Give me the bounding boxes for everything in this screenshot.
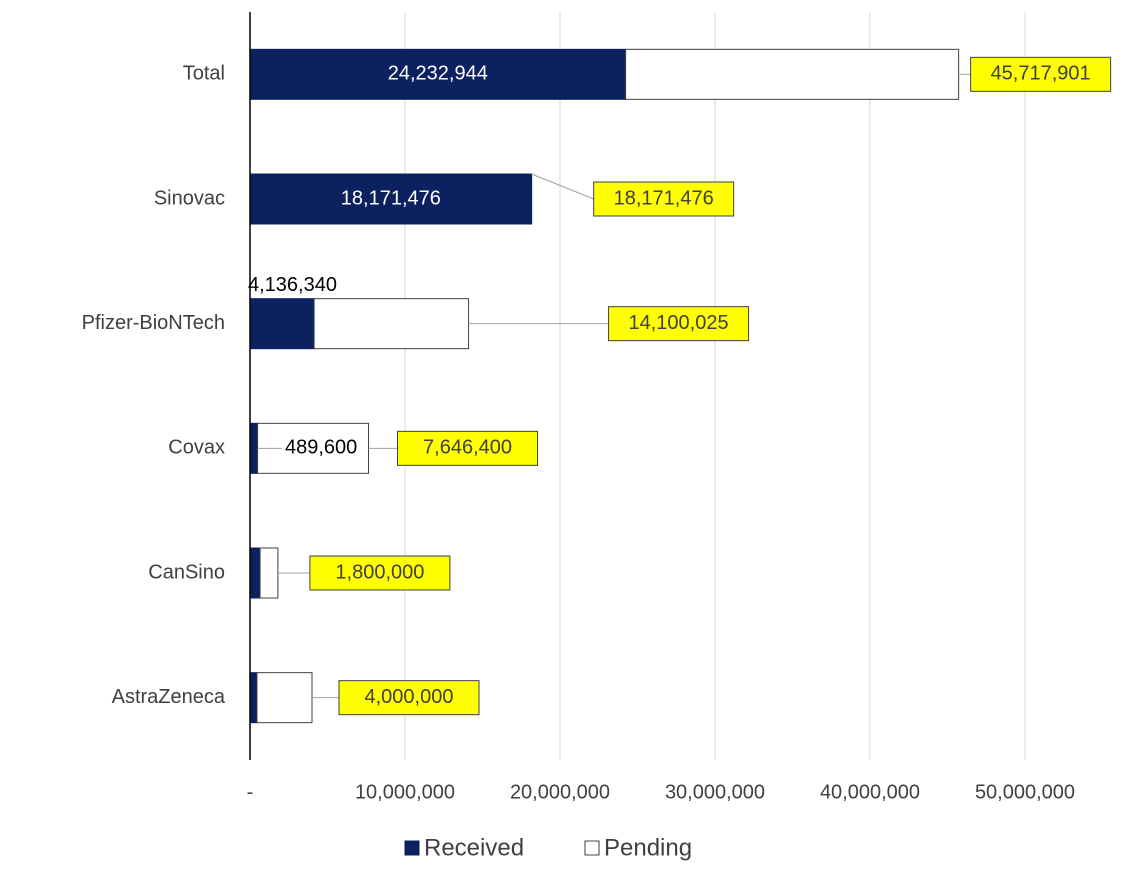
bar-segment — [249, 298, 315, 350]
x-tick-label: 30,000,000 — [665, 781, 765, 803]
bar-segment — [249, 672, 258, 724]
value-label: 489,600 — [285, 437, 357, 459]
leader-line — [531, 173, 594, 200]
bar-segment — [313, 298, 470, 350]
total-label-box — [397, 430, 539, 466]
total-label: 14,100,025 — [628, 312, 728, 334]
value-label: 18,171,476 — [341, 187, 441, 209]
category-label: Pfizer-BioNTech — [82, 312, 225, 334]
total-label-box — [593, 181, 735, 217]
bar-segment — [249, 173, 533, 225]
legend-swatch — [584, 840, 600, 856]
x-tick-label: - — [247, 781, 254, 803]
x-tick-label: 50,000,000 — [975, 781, 1075, 803]
x-tick-label: 40,000,000 — [820, 781, 920, 803]
bar-segment — [249, 48, 627, 100]
total-label-box — [608, 306, 750, 342]
total-label: 45,717,901 — [991, 63, 1091, 85]
category-label: AstraZeneca — [112, 686, 226, 708]
category-label: CanSino — [148, 561, 225, 583]
total-label-box — [970, 56, 1112, 92]
category-label: Covax — [168, 437, 225, 459]
bar-segment — [249, 422, 259, 474]
value-label: 24,232,944 — [388, 63, 488, 85]
bar-segment — [249, 547, 261, 599]
value-label: 4,136,340 — [248, 274, 337, 296]
total-label: 18,171,476 — [614, 187, 714, 209]
total-label: 4,000,000 — [365, 686, 454, 708]
legend-label: Received — [424, 834, 524, 861]
bar-segment — [259, 547, 279, 599]
x-tick-label: 10,000,000 — [355, 781, 455, 803]
category-label: Sinovac — [154, 187, 225, 209]
total-label-box — [338, 680, 480, 716]
bar-segment — [256, 672, 313, 724]
total-label-box — [309, 555, 451, 591]
category-label: Total — [183, 63, 225, 85]
total-label: 1,800,000 — [335, 561, 424, 583]
legend-label: Pending — [604, 834, 692, 861]
legend-swatch — [404, 840, 420, 856]
total-label: 7,646,400 — [423, 437, 512, 459]
bar-segment — [625, 48, 960, 100]
x-tick-label: 20,000,000 — [510, 781, 610, 803]
